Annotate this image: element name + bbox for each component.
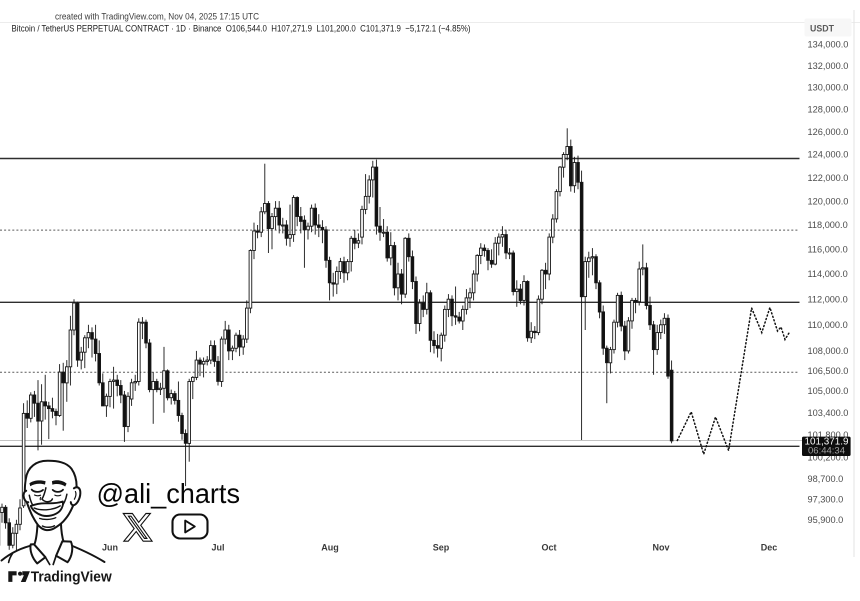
svg-text:105,000.0: 105,000.0 [808,386,849,396]
svg-text:Nov: Nov [652,543,669,553]
svg-text:110,000.0: 110,000.0 [808,320,848,330]
svg-text:100,200.0: 100,200.0 [808,453,849,463]
svg-text:101,371.9: 101,371.9 [805,437,849,448]
svg-text:130,000.0: 130,000.0 [808,83,849,93]
svg-text:Sep: Sep [433,543,450,553]
svg-text:95,900.0: 95,900.0 [808,515,844,525]
svg-text:101,800.0: 101,800.0 [808,430,849,440]
svg-text:97,300.0: 97,300.0 [808,494,844,504]
svg-text:103,400.0: 103,400.0 [808,408,849,418]
svg-text:134,000.0: 134,000.0 [808,39,849,49]
svg-text:126,000.0: 126,000.0 [808,127,849,137]
svg-text:Oct: Oct [541,543,556,553]
svg-text:USDT: USDT [810,23,835,33]
svg-text:118,000.0: 118,000.0 [808,220,848,230]
svg-text:98,700.0: 98,700.0 [808,474,844,484]
svg-text:114,000.0: 114,000.0 [808,269,848,279]
svg-text:Bitcoin / TetherUS PERPETUAL C: Bitcoin / TetherUS PERPETUAL CONTRACT · … [12,24,471,35]
svg-text:124,000.0: 124,000.0 [808,150,849,160]
svg-text:Dec: Dec [761,543,778,553]
svg-text:116,000.0: 116,000.0 [808,245,848,255]
svg-text:122,000.0: 122,000.0 [808,173,849,183]
svg-text:06:44:34: 06:44:34 [808,445,845,456]
svg-text:106,500.0: 106,500.0 [808,366,849,376]
svg-text:Jun: Jun [102,543,118,553]
svg-text:Aug: Aug [321,543,339,553]
svg-text:132,000.0: 132,000.0 [808,61,849,71]
svg-text:TradingView: TradingView [31,570,113,586]
svg-text:120,000.0: 120,000.0 [808,196,849,206]
svg-text:Jul: Jul [211,543,224,553]
svg-text:@ali_charts: @ali_charts [97,478,241,509]
svg-text:108,000.0: 108,000.0 [808,346,849,356]
svg-text:112,000.0: 112,000.0 [808,294,848,304]
svg-text:created with TradingView.com,: created with TradingView.com, Nov 04, 20… [55,12,259,22]
svg-text:128,000.0: 128,000.0 [808,105,849,115]
